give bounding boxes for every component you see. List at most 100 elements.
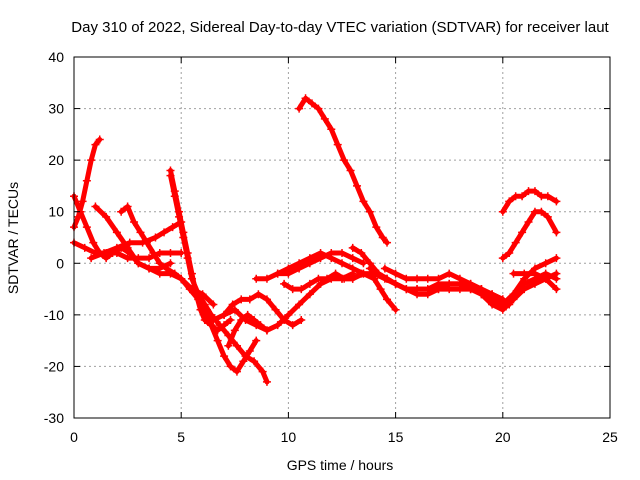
data-point — [365, 207, 374, 216]
data-point — [552, 274, 561, 283]
data-point — [288, 285, 297, 294]
data-point — [509, 290, 518, 299]
plot-frame — [73, 56, 611, 419]
data-point — [552, 285, 561, 294]
series-arc-11 — [220, 290, 306, 330]
data-point — [117, 207, 126, 216]
data-point — [466, 285, 475, 294]
data-point — [91, 202, 100, 211]
data-point — [243, 310, 252, 319]
data-point — [262, 377, 271, 386]
series-line — [296, 95, 390, 246]
data-point — [168, 223, 177, 232]
data-point — [78, 197, 87, 206]
data-point — [273, 269, 282, 278]
data-point — [380, 264, 389, 273]
data-point — [145, 264, 154, 273]
data-point — [295, 264, 304, 273]
data-point — [434, 285, 443, 294]
data-point — [378, 233, 387, 242]
grid-lines — [74, 57, 610, 418]
data-point — [262, 274, 271, 283]
data-point — [338, 248, 346, 257]
x-tick-label: 10 — [281, 429, 297, 445]
data-point — [252, 336, 261, 345]
data-point — [262, 326, 271, 335]
data-point — [138, 238, 147, 247]
series-arc-19 — [365, 264, 486, 299]
series-arc-09 — [187, 285, 261, 376]
data-point — [215, 321, 224, 330]
data-point — [123, 254, 132, 263]
data-point — [543, 192, 552, 201]
y-tick-label: -30 — [44, 410, 64, 426]
axis-ticks: 0 5 10 15 20 25 -30 -20 -10 0 10 20 30 40 — [44, 49, 618, 445]
data-point — [145, 254, 154, 263]
data-point — [183, 254, 192, 263]
data-point — [541, 259, 550, 268]
data-point — [423, 274, 432, 283]
chart-title: Day 310 of 2022, Sidereal Day-to-day VTE… — [71, 19, 609, 36]
data-point — [445, 269, 454, 278]
data-point — [232, 341, 241, 350]
data-point — [209, 300, 218, 309]
data-point — [338, 259, 346, 268]
data-point — [314, 274, 323, 283]
data-point — [423, 290, 432, 299]
y-axis-label: SDTVAR / TECUs — [5, 182, 21, 294]
data-point — [280, 279, 289, 288]
y-tick-label: 20 — [48, 152, 64, 168]
data-point — [537, 207, 546, 216]
data-point — [509, 269, 518, 278]
y-tick-label: 30 — [48, 101, 64, 117]
data-point — [518, 192, 527, 201]
series-arc-14 — [273, 248, 368, 278]
series-arc-06 — [87, 218, 186, 263]
data-point — [82, 223, 91, 232]
data-point — [505, 197, 514, 206]
series-arc-20 — [370, 274, 400, 314]
data-point — [288, 321, 297, 330]
data-point — [346, 166, 355, 175]
data-point — [82, 176, 91, 185]
data-point — [297, 316, 306, 325]
data-point — [295, 104, 304, 113]
data-point — [230, 305, 239, 314]
data-point — [284, 310, 293, 319]
data-point — [413, 290, 422, 299]
data-point — [187, 285, 196, 294]
data-point — [237, 295, 246, 304]
data-point — [391, 269, 400, 278]
data-point — [498, 254, 507, 263]
data-point — [348, 264, 357, 273]
data-point — [333, 140, 342, 149]
data-point — [177, 274, 186, 283]
y-tick-label: 40 — [48, 49, 64, 65]
data-point — [402, 274, 411, 283]
data-point — [383, 274, 392, 283]
data-point — [359, 197, 368, 206]
data-point — [207, 321, 216, 330]
series-layer — [70, 94, 561, 386]
data-point — [552, 254, 561, 263]
series-arc-07 — [166, 166, 235, 335]
data-point — [187, 274, 196, 283]
data-point — [194, 295, 203, 304]
data-point — [322, 274, 331, 283]
data-point — [87, 156, 96, 165]
data-point — [175, 212, 184, 221]
data-point — [327, 125, 336, 134]
data-point — [209, 316, 218, 325]
data-point — [284, 269, 293, 278]
data-point — [102, 212, 111, 221]
data-point — [271, 305, 280, 314]
data-point — [331, 269, 340, 278]
data-point — [134, 259, 143, 268]
data-point — [320, 114, 329, 123]
data-point — [316, 254, 325, 263]
data-point — [136, 228, 145, 237]
data-point — [524, 218, 533, 227]
data-point — [530, 269, 539, 278]
series-arc-27 — [509, 269, 561, 294]
